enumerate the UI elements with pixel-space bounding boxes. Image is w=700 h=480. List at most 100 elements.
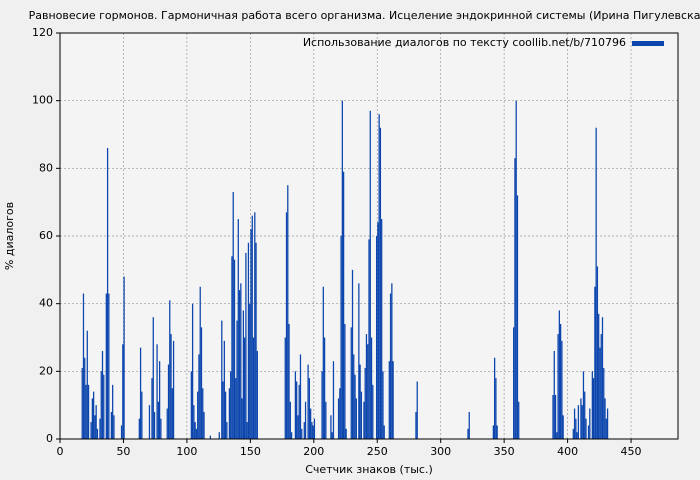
bar (370, 337, 373, 439)
bar (290, 432, 293, 439)
bar (311, 422, 313, 439)
bar (240, 283, 242, 439)
bar (90, 422, 92, 439)
bar (236, 320, 238, 439)
bar (381, 219, 383, 439)
bar (309, 408, 312, 439)
bar (596, 266, 599, 439)
y-tick-label: 120 (32, 26, 53, 39)
bar (166, 408, 168, 439)
x-tick-label: 100 (176, 445, 197, 458)
chart-title: Равновесие гормонов. Гармоничная работа … (29, 9, 700, 22)
x-tick-label: 400 (557, 445, 578, 458)
bar (514, 158, 516, 439)
bar (587, 425, 590, 439)
bar (226, 422, 228, 439)
bar (345, 428, 347, 439)
bar (245, 252, 247, 439)
y-tick-label: 80 (39, 161, 53, 174)
bar (592, 378, 595, 439)
x-tick-label: 350 (494, 445, 515, 458)
bar (235, 378, 237, 439)
bar (191, 303, 194, 439)
bar (157, 401, 159, 439)
bar (105, 293, 107, 439)
plot-frame (59, 32, 679, 440)
bar (167, 364, 170, 439)
bar (113, 415, 115, 439)
bar (389, 293, 392, 439)
bar (303, 422, 305, 439)
bar (515, 100, 517, 440)
bar (321, 371, 323, 439)
bar (199, 286, 201, 439)
bar (339, 388, 341, 439)
bar (342, 171, 345, 439)
bar (198, 354, 200, 439)
bar (148, 405, 151, 439)
bar (604, 398, 606, 439)
bar (138, 418, 140, 439)
bar (585, 418, 587, 439)
bar (323, 337, 326, 439)
bar (513, 327, 515, 439)
x-tick-label: 200 (303, 445, 324, 458)
bar (603, 367, 605, 439)
bar (222, 381, 224, 439)
bar (194, 422, 196, 439)
bar (289, 401, 291, 439)
y-tick-label: 0 (46, 432, 53, 445)
bar (580, 398, 582, 439)
bar (331, 432, 333, 439)
bar (391, 283, 393, 439)
bar (577, 405, 580, 439)
bar (247, 242, 250, 439)
bar (581, 405, 583, 439)
bar (209, 435, 212, 439)
bar (325, 401, 327, 439)
bar (151, 378, 153, 439)
bar (606, 408, 609, 439)
bar (160, 418, 162, 439)
bar (367, 344, 369, 439)
bar (591, 371, 593, 439)
bar (256, 351, 258, 439)
bar (230, 371, 232, 439)
bar (337, 398, 340, 439)
bar (561, 340, 563, 439)
x-tick-label: 450 (621, 445, 642, 458)
bar (595, 127, 597, 439)
bar (554, 395, 557, 439)
x-tick-label: 300 (430, 445, 451, 458)
bar (378, 114, 380, 439)
bar (341, 100, 343, 440)
bar (415, 411, 417, 439)
bar (495, 378, 497, 439)
bar (193, 405, 195, 439)
bar (350, 327, 352, 439)
bar (103, 374, 105, 439)
bar (332, 361, 335, 439)
x-tick-label: 0 (57, 445, 64, 458)
bar (388, 361, 390, 439)
bar (493, 357, 496, 439)
bar (516, 195, 519, 439)
bar (589, 408, 591, 439)
bar (200, 327, 203, 439)
bar (598, 313, 600, 439)
bar (368, 239, 370, 439)
bar (299, 354, 302, 439)
bar (288, 323, 290, 439)
bar (600, 334, 602, 439)
bar (170, 334, 172, 439)
bar (156, 344, 158, 439)
bar (594, 286, 596, 439)
bar (576, 432, 578, 439)
bar (383, 425, 385, 439)
bar (112, 384, 114, 439)
bar (195, 428, 198, 439)
bar (158, 361, 161, 439)
bar (252, 337, 255, 439)
bar (87, 384, 90, 439)
